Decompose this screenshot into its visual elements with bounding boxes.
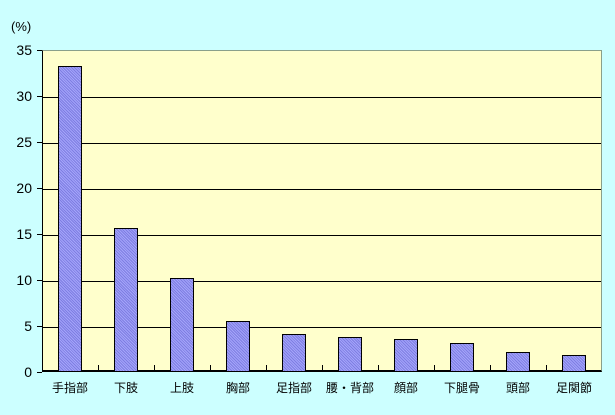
x-category-label-上肢: 上肢 [169,381,194,395]
x-category-label-足関節: 足関節 [555,381,592,395]
bar-腰・背部 [338,337,362,372]
y-tick-label-15: 15 [16,226,32,242]
x-tick-mark-4 [266,365,267,370]
bar-頭部 [506,352,530,372]
x-category-label-頭部: 頭部 [505,381,530,395]
bar-手指部 [58,66,82,372]
y-tick-mark-20 [37,188,42,189]
y-tick-mark-0 [37,372,42,373]
x-tick-mark-3 [210,365,211,370]
x-tick-mark-9 [546,365,547,370]
x-category-label-腰・背部: 腰・背部 [325,381,374,395]
x-category-label-下肢: 下肢 [113,381,138,395]
y-axis-unit-label: (%) [11,19,32,34]
gridline-25 [43,143,601,144]
bar-下腿骨 [450,343,474,372]
x-category-label-胸部: 胸部 [225,381,250,395]
y-tick-label-5: 5 [24,318,32,334]
y-tick-label-0: 0 [24,364,32,380]
gridline-15 [43,235,601,236]
x-tick-mark-7 [434,365,435,370]
x-tick-mark-1 [98,365,99,370]
x-tick-mark-2 [154,365,155,370]
y-tick-mark-10 [37,280,42,281]
gridline-10 [43,281,601,282]
bar-胸部 [226,321,250,372]
y-tick-label-25: 25 [16,134,32,150]
gridline-30 [43,97,601,98]
bar-顔部 [394,339,418,372]
bar-上肢 [170,278,194,372]
x-category-label-下腿骨: 下腿骨 [443,381,480,395]
y-tick-mark-15 [37,234,42,235]
bar-足指部 [282,334,306,372]
y-tick-mark-25 [37,142,42,143]
x-tick-mark-6 [378,365,379,370]
y-tick-label-20: 20 [16,180,32,196]
bar-足関節 [562,355,586,372]
y-tick-mark-35 [37,50,42,51]
y-tick-label-10: 10 [16,272,32,288]
y-tick-mark-5 [37,326,42,327]
x-category-label-足指部: 足指部 [275,381,312,395]
x-category-label-手指部: 手指部 [51,381,88,395]
y-tick-label-30: 30 [16,88,32,104]
x-tick-mark-5 [322,365,323,370]
x-category-label-顔部: 顔部 [393,381,418,395]
y-tick-label-35: 35 [16,42,32,58]
x-tick-mark-8 [490,365,491,370]
gridline-5 [43,327,601,328]
bar-下肢 [114,228,138,372]
gridline-20 [43,189,601,190]
y-tick-mark-30 [37,96,42,97]
